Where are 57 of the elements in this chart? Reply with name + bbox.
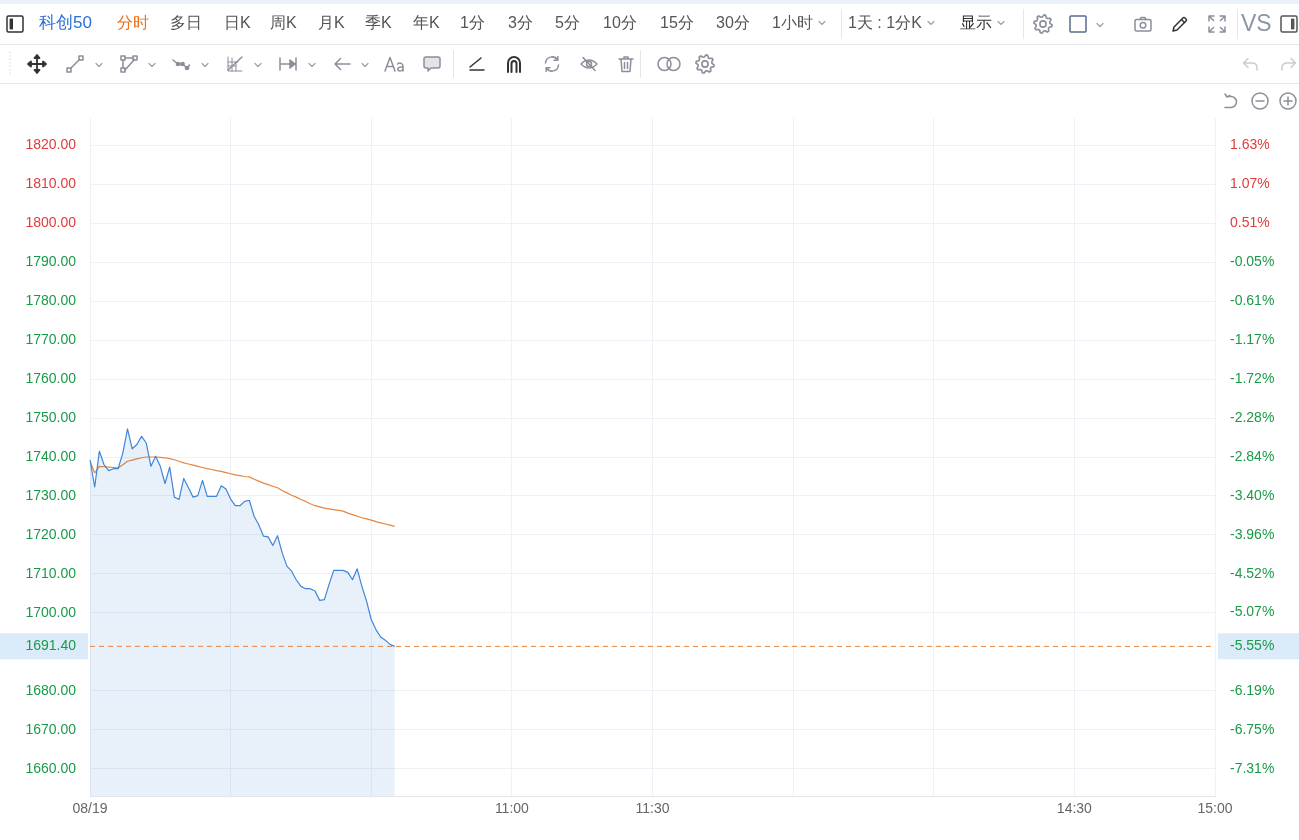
text: 多日 — [170, 13, 202, 33]
y2-tick-label: -1.72% — [1230, 369, 1275, 386]
y-tick-label: 1810.00 — [25, 175, 77, 192]
y-tick-label: 1750.00 — [25, 408, 77, 425]
y2-tick-label: -2.28% — [1230, 408, 1275, 425]
text: 分时 — [117, 13, 149, 33]
y-tick-label: 1720.00 — [25, 525, 77, 542]
y2-tick-label: -3.40% — [1230, 486, 1275, 503]
text: 周K — [270, 13, 297, 33]
y2-tick-label: -3.96% — [1230, 525, 1275, 542]
y-tick-label: 1680.00 — [25, 681, 77, 698]
y2-tick-label: -0.61% — [1230, 292, 1275, 309]
text: 1天 : 1分K — [848, 13, 922, 33]
y-tick-label: 1710.00 — [25, 564, 77, 581]
y2-tick-label: 1.63% — [1230, 136, 1270, 153]
y-tick-label: 1740.00 — [25, 447, 77, 464]
y-tick-label: 1760.00 — [25, 369, 77, 386]
text: 月K — [318, 13, 345, 33]
text: 季K — [365, 13, 392, 33]
chart-title: 科创50 — [39, 12, 92, 34]
y2-tick-label: -5.55% — [1230, 636, 1275, 653]
y2-tick-label: -0.05% — [1230, 253, 1275, 270]
x-tick-label: 11:00 — [494, 800, 530, 817]
y-tick-label: 1770.00 — [25, 330, 77, 347]
y-tick-label: 1700.00 — [25, 603, 77, 620]
y2-tick-label: 1.07% — [1230, 175, 1270, 192]
text: 1分 — [460, 13, 485, 33]
text: 1小时 — [772, 13, 813, 33]
text: 日K — [224, 13, 251, 33]
y-tick-label: 1670.00 — [25, 720, 77, 737]
x-tick-label: 11:30 — [635, 800, 670, 817]
y-tick-label: 1800.00 — [25, 214, 77, 231]
y-tick-label: 1790.00 — [25, 253, 77, 270]
x-tick-label: 08/19 — [72, 800, 108, 817]
text: VS — [1241, 10, 1272, 36]
text: 15分 — [660, 13, 694, 33]
y2-tick-label: -6.75% — [1230, 720, 1275, 737]
ref-line-label: 1691.40 — [25, 637, 77, 654]
y2-tick-label: -5.07% — [1230, 603, 1275, 620]
y-tick-label: 1780.00 — [25, 292, 77, 308]
x-tick-label: 15:00 — [1197, 800, 1233, 817]
y2-tick-label: -6.19% — [1230, 681, 1275, 698]
text: 30分 — [716, 13, 750, 33]
text: 10分 — [603, 13, 637, 33]
y-tick-label: 1820.00 — [25, 136, 77, 153]
text: 年K — [413, 13, 440, 33]
text: 显示 — [960, 13, 992, 33]
y2-tick-label: -4.52% — [1230, 565, 1275, 582]
y-tick-label: 1730.00 — [25, 486, 77, 503]
y2-tick-label: 0.51% — [1230, 214, 1270, 231]
y-tick-label: 1660.00 — [25, 759, 77, 776]
y2-tick-label: -1.17% — [1230, 331, 1275, 348]
text: 5分 — [555, 13, 580, 33]
y2-tick-label: -2.84% — [1230, 447, 1275, 464]
text: 3分 — [508, 13, 533, 33]
y2-tick-label: -7.31% — [1230, 759, 1275, 776]
x-tick-label: 14:30 — [1056, 800, 1093, 817]
